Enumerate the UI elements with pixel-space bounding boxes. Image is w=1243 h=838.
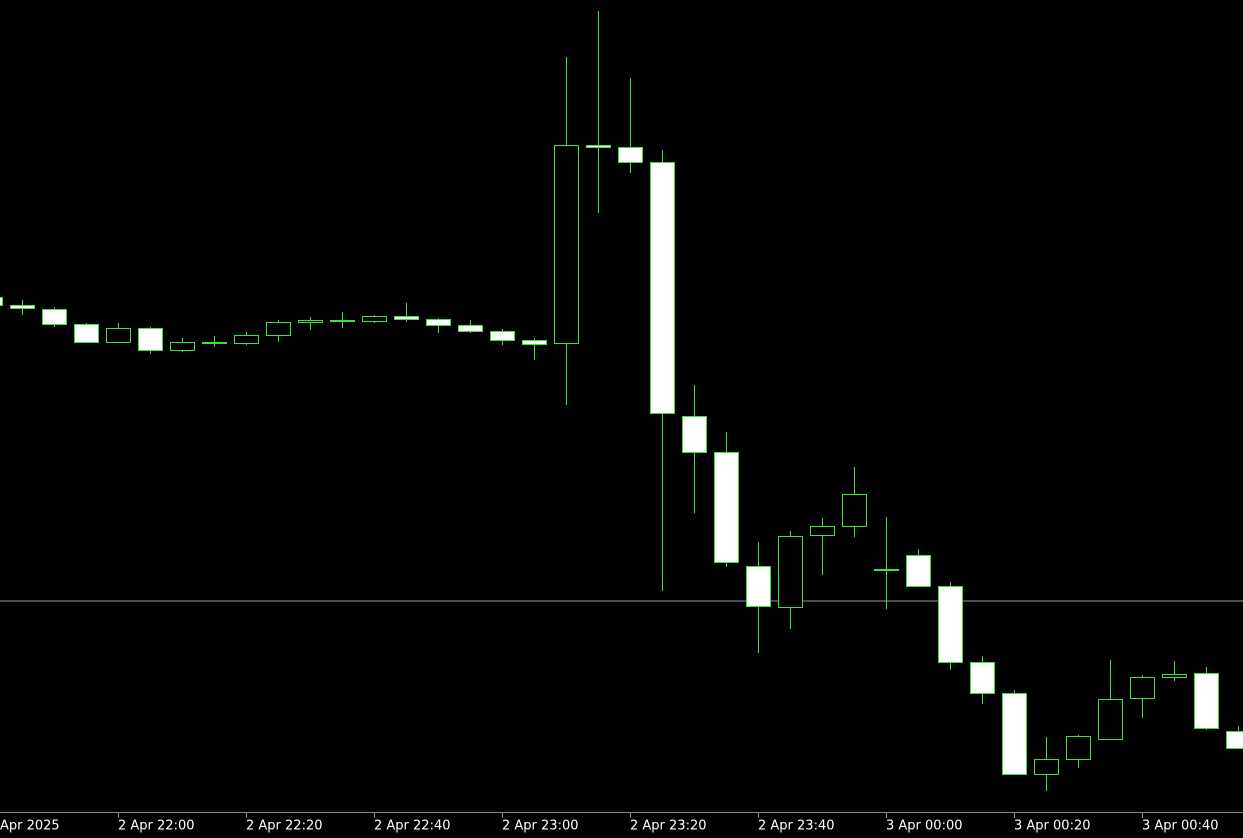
candle-body: [938, 586, 963, 663]
x-tick-label: 2 Apr 22:40: [374, 819, 451, 834]
candle-body: [1002, 693, 1027, 775]
x-tick-label: 2 Apr 22:00: [118, 819, 195, 834]
candle-body: [170, 342, 195, 351]
candle-body: [650, 162, 675, 414]
candle-body: [74, 324, 99, 343]
candle-body: [1034, 759, 1059, 775]
x-tick-label: 2 Apr 23:40: [758, 819, 835, 834]
candle-body: [266, 322, 291, 336]
x-tick-label: 2 Apr 22:20: [246, 819, 323, 834]
candle-body: [778, 536, 803, 608]
candle-body: [234, 335, 259, 344]
candle-body: [138, 328, 163, 351]
candle-body: [906, 555, 931, 587]
candle-body: [746, 566, 771, 607]
x-tick-label: 2 Apr 23:00: [502, 819, 579, 834]
x-tick-label: 3 Apr 00:20: [1014, 819, 1091, 834]
candle-body: [874, 569, 899, 571]
candle-body: [618, 147, 643, 163]
candle-body: [490, 331, 515, 341]
candle-body: [458, 325, 483, 332]
candle-body: [810, 526, 835, 536]
candle-body: [42, 309, 67, 325]
candle-body: [1130, 677, 1155, 699]
candle-body: [298, 320, 323, 323]
candle-body: [0, 297, 3, 306]
x-tick-label: 2 Apr 23:20: [630, 819, 707, 834]
candle-body: [202, 342, 227, 344]
candle-body: [10, 305, 35, 309]
candle-body: [330, 320, 355, 322]
candle-body: [682, 416, 707, 453]
candle-body: [554, 145, 579, 344]
candle-body: [1226, 731, 1243, 749]
candle-body: [522, 340, 547, 345]
candle-body: [1098, 699, 1123, 740]
candle-body: [1194, 673, 1219, 729]
candle-body: [362, 316, 387, 322]
candle-body: [842, 494, 867, 527]
x-tick-label: 3 Apr 00:40: [1142, 819, 1219, 834]
candle-body: [970, 662, 995, 694]
candle-body: [1066, 736, 1091, 760]
candle-body: [586, 145, 611, 148]
candle-body: [426, 319, 451, 326]
candle-body: [106, 328, 131, 343]
candle-body: [1162, 674, 1187, 678]
x-tick-label: 3 Apr 00:00: [886, 819, 963, 834]
candle-body: [394, 316, 419, 320]
candle-body: [714, 452, 739, 563]
x-tick-label: Apr 2025: [0, 819, 60, 834]
